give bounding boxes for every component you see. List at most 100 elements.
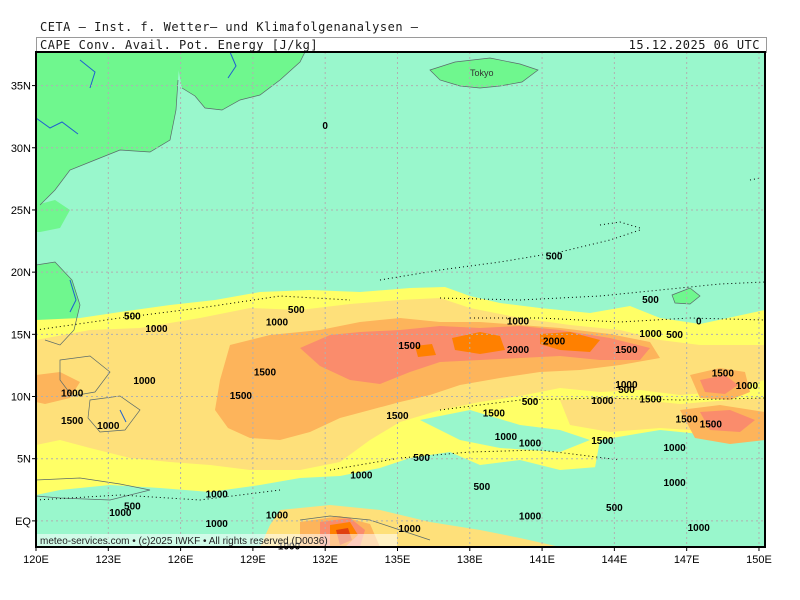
- contour-label: 1000: [97, 421, 120, 432]
- lat-tick-label: 10N: [11, 392, 31, 404]
- cape-2500-core-small: [415, 344, 436, 357]
- contour-label: 1000: [664, 478, 687, 489]
- cape-2000-east-patch: [700, 375, 738, 394]
- cape-2500-core: [452, 332, 505, 354]
- contour-label: 500: [546, 252, 563, 263]
- contour-label: 1000: [266, 510, 289, 521]
- contour-label: 1500: [398, 341, 421, 352]
- cape-0-eastern-patch: [590, 430, 765, 506]
- contour-label: 500: [124, 311, 141, 322]
- contour-label: 500: [606, 503, 623, 514]
- plot-frame: [35, 51, 766, 548]
- map-field: [36, 52, 765, 547]
- contour-labels: 0050050050050050050050050050050050010001…: [61, 121, 758, 552]
- contour-label: 1000: [615, 380, 638, 391]
- longitude-axis: 120E 123E 126E 129E 132E 135E 138E 141E 144E 147E…: [23, 554, 772, 566]
- contour-label: 1000: [495, 432, 518, 443]
- lat-tick-label: 15N: [11, 329, 31, 341]
- contour-label: 1000: [109, 508, 132, 519]
- contour-label: 1000: [664, 443, 687, 454]
- contour-label: 1500: [61, 416, 84, 427]
- lon-tick-label: 120E: [23, 554, 49, 566]
- contour-label: 1500: [615, 345, 638, 356]
- lon-tick-label: 141E: [529, 554, 555, 566]
- contour-label: 1000: [278, 541, 301, 552]
- contour-label: 1000: [133, 376, 156, 387]
- contour-label: 1000: [639, 329, 662, 340]
- axis-ticks: [32, 85, 760, 551]
- contour-label: 1500: [230, 391, 253, 402]
- lat-tick-label: 35N: [11, 81, 31, 93]
- parameter-bar: [36, 37, 767, 53]
- lat-tick-label: 25N: [11, 205, 31, 217]
- contour-label: 500: [288, 305, 305, 316]
- contour-label: 2000: [507, 345, 530, 356]
- lon-tick-label: 147E: [674, 554, 700, 566]
- contour-label: 500: [666, 330, 683, 341]
- contour-label: 1000: [398, 524, 421, 535]
- rivers: [36, 52, 237, 423]
- parameter-title: CAPE_Conv._Avail._Pot._Energy_[J/kg]: [40, 38, 319, 52]
- cape-0-south-patch: [36, 452, 765, 547]
- city-label-tokyo: Tokyo: [470, 68, 494, 78]
- lat-tick-label: EQ: [15, 516, 31, 528]
- contour-label: 1500: [712, 369, 735, 380]
- contour-label: 1000: [688, 523, 711, 534]
- land-korea-japan: [175, 52, 305, 110]
- contour-label: 1500: [639, 395, 662, 406]
- latitude-axis: 35N 30N 25N 20N 15N 10N 5N EQ: [11, 81, 32, 528]
- cape-0-central-patch: [420, 410, 590, 452]
- copyright-text: meteo-services.com • (c)2025 IWKF • All …: [40, 536, 328, 547]
- contour-label: 500: [642, 295, 659, 306]
- contour-label: 1000: [350, 471, 373, 482]
- lon-tick-label: 150E: [746, 554, 772, 566]
- contour-label: 1500: [676, 415, 699, 426]
- contour-label: 500: [522, 397, 539, 408]
- cape-2500-core-east: [540, 332, 600, 352]
- contour-label: 1000: [266, 318, 289, 329]
- contour-label: 1500: [591, 436, 614, 447]
- contour-label: 500: [618, 385, 635, 396]
- copyright-strip: [37, 534, 397, 546]
- lon-tick-label: 138E: [457, 554, 483, 566]
- lon-tick-label: 144E: [602, 554, 628, 566]
- contour-label: 1500: [483, 408, 506, 419]
- contour-label: 1000: [591, 396, 614, 407]
- contour-label: 1500: [386, 411, 409, 422]
- lon-tick-label: 126E: [168, 554, 194, 566]
- contour-label: 0: [322, 121, 328, 132]
- graticule: [36, 52, 765, 547]
- contour-label: 1000: [145, 324, 168, 335]
- cape-1500-west-patch: [36, 372, 80, 404]
- land-honshu: [430, 58, 538, 88]
- contour-label: 2000: [543, 336, 566, 347]
- lon-tick-label: 129E: [240, 554, 266, 566]
- contour-label: 1000: [507, 316, 530, 327]
- contour-label: 1500: [700, 420, 723, 431]
- contour-label: 1000: [519, 438, 542, 449]
- lat-tick-label: 5N: [17, 454, 31, 466]
- contour-label: 1000: [206, 519, 229, 530]
- lat-tick-label: 30N: [11, 143, 31, 155]
- cape-2000-se-patch: [700, 410, 755, 432]
- lon-tick-label: 123E: [95, 554, 121, 566]
- contour-label: 1500: [254, 367, 277, 378]
- contour-label: 0: [696, 316, 702, 327]
- valid-time: 15.12.2025 06 UTC: [628, 38, 760, 52]
- contour-label: 500: [413, 453, 430, 464]
- lon-tick-label: 132E: [312, 554, 338, 566]
- contour-label: 500: [473, 482, 490, 493]
- contour-label: 500: [124, 502, 141, 513]
- contour-label: 1000: [519, 512, 542, 523]
- organization-title: CETA — Inst. f. Wetter— und Klimafolgena…: [40, 20, 419, 34]
- contour-label: 1000: [736, 381, 759, 392]
- lat-tick-label: 20N: [11, 267, 31, 279]
- contour-label: 1000: [206, 489, 229, 500]
- contour-lines: [36, 177, 765, 501]
- land-marcus-island: [672, 288, 700, 304]
- contour-label: 1000: [61, 389, 84, 400]
- land-taiwan-edge: [36, 200, 70, 232]
- coastlines: [36, 52, 701, 541]
- lon-tick-label: 135E: [385, 554, 411, 566]
